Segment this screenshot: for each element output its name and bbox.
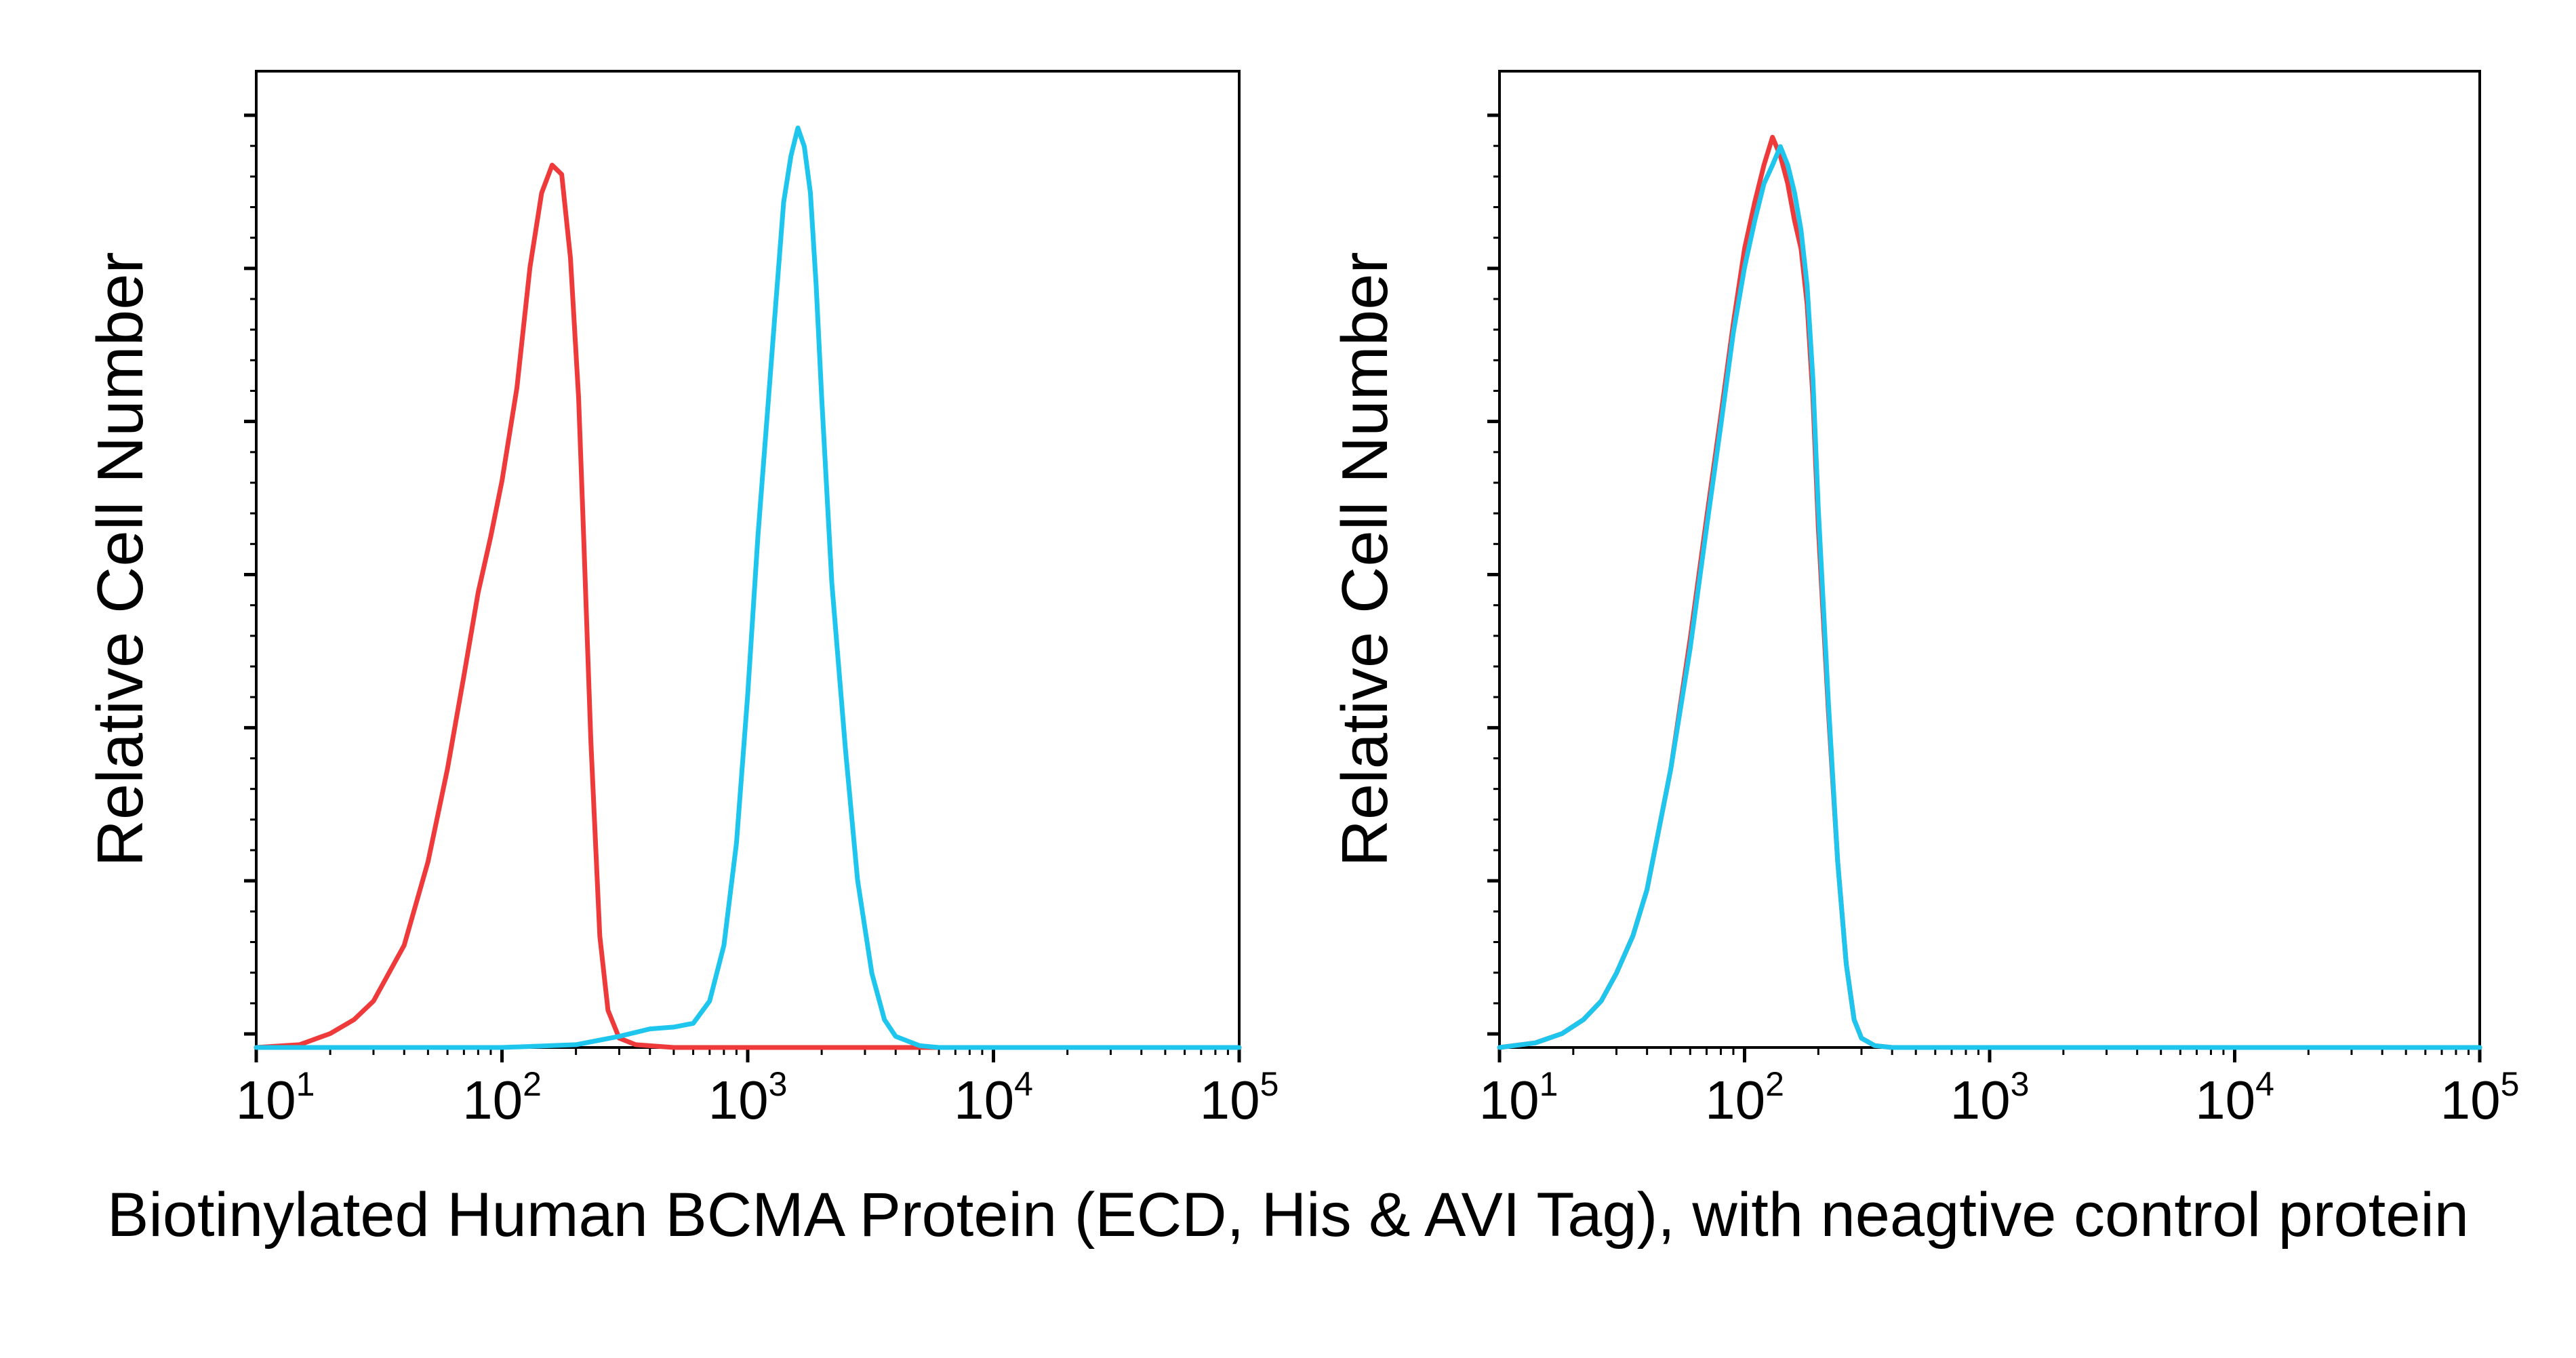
cyan-histogram-curve — [1497, 144, 2482, 1050]
y-axis-label: Relative Cell Number — [84, 252, 157, 867]
x-tick-label: 102 — [462, 1065, 542, 1130]
plot-frame — [255, 70, 1241, 1049]
red-histogram-curve — [1497, 134, 2482, 1050]
x-tick-label: 104 — [2195, 1065, 2274, 1130]
x-tick-label: 104 — [954, 1065, 1033, 1130]
figure-caption: Biotinylated Human BCMA Protein (ECD, Hi… — [107, 1180, 2469, 1250]
x-tick-label: 101 — [1479, 1065, 1558, 1130]
left-histogram-panel: 101 102 103 104 105 Relative Cell Number — [84, 70, 1279, 1130]
x-tick-label: 105 — [1200, 1065, 1279, 1130]
cyan-histogram-curve — [254, 125, 1242, 1050]
x-tick-label: 101 — [236, 1065, 315, 1130]
x-tick-label: 103 — [708, 1065, 788, 1130]
x-tick-label: 103 — [1950, 1065, 2030, 1130]
plot-frame — [1498, 70, 2481, 1049]
x-tick-label: 105 — [2440, 1065, 2520, 1130]
red-histogram-curve — [254, 163, 1242, 1050]
x-tick-label: 102 — [1705, 1065, 1784, 1130]
right-histogram-panel: 101 102 103 104 105 Relative Cell Number — [1329, 70, 2520, 1130]
y-axis-label: Relative Cell Number — [1329, 252, 1401, 867]
